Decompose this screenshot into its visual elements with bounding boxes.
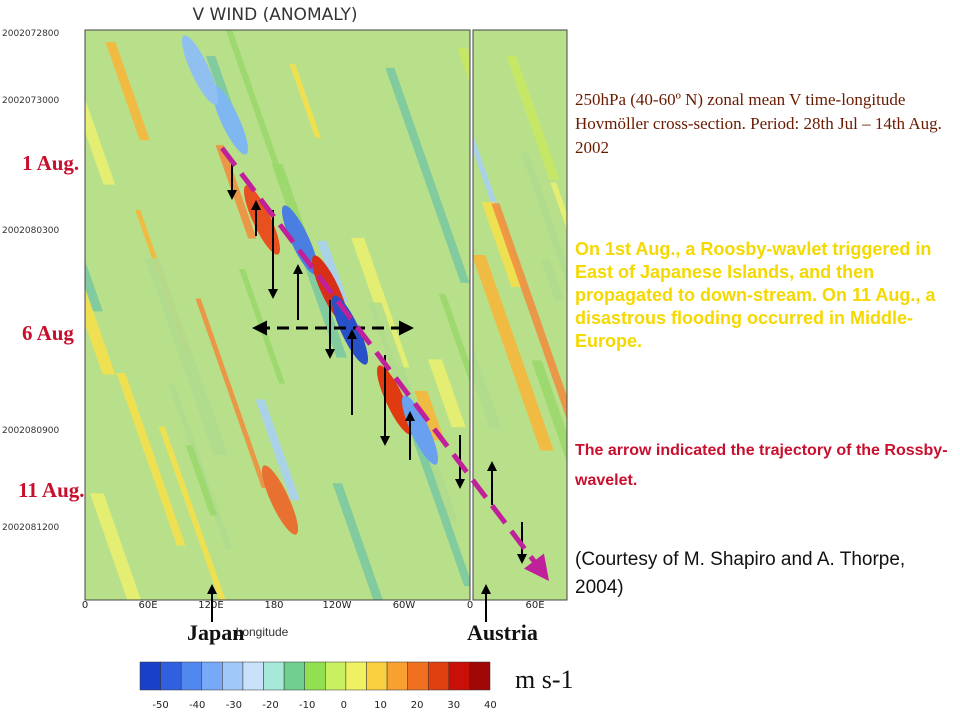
field-band xyxy=(550,182,567,230)
field-band xyxy=(85,287,116,375)
colorbar-label: 0 xyxy=(341,700,347,711)
field-band xyxy=(0,304,19,403)
date-label: 2002080300 xyxy=(2,226,60,236)
field-band xyxy=(414,390,445,441)
colorbar-cell xyxy=(180,661,203,691)
x-tick-label: 0 xyxy=(467,600,473,611)
description: 250hPa (40-60º N) zonal mean V time-long… xyxy=(575,90,942,157)
wind-arrows xyxy=(227,160,527,564)
day-label: 11 Aug. xyxy=(18,478,85,502)
colorbar-cell xyxy=(263,661,285,691)
field-band xyxy=(531,360,567,463)
field-band xyxy=(491,203,567,420)
field-band xyxy=(332,483,383,600)
field-blob xyxy=(281,205,319,275)
field-band xyxy=(158,426,226,600)
colorbar-cell xyxy=(242,661,264,691)
colorbar-cell xyxy=(448,661,470,691)
colorbar-cell xyxy=(160,661,182,691)
field-band xyxy=(167,383,233,550)
colorbar-label: -30 xyxy=(226,700,242,711)
field-blob xyxy=(181,35,219,105)
field-band xyxy=(255,399,300,501)
colorbar-cell xyxy=(139,661,161,691)
field-band xyxy=(185,445,218,516)
date-label: 2002073000 xyxy=(2,96,60,106)
note: The arrow indicated the trajectory of th… xyxy=(575,442,948,489)
colorbar-label: 30 xyxy=(447,700,460,711)
colorbar-cell xyxy=(222,661,244,691)
colorbar-cell xyxy=(427,661,450,691)
day-label: 6 Aug xyxy=(22,321,74,345)
colorbar-label: -10 xyxy=(299,700,315,711)
place-label: Japan xyxy=(187,620,244,645)
field-band xyxy=(225,30,286,183)
field-band xyxy=(105,42,150,141)
field-band xyxy=(116,372,186,546)
x-tick-label: 60E xyxy=(138,600,157,611)
axis-label: Longitude xyxy=(236,625,289,639)
colorbar-cell xyxy=(345,661,367,691)
event-text: On 1st Aug., a Roosby-wavlet triggered i… xyxy=(575,239,936,351)
field-band xyxy=(473,347,502,429)
field-band xyxy=(85,98,116,185)
date-label: 2002081200 xyxy=(2,523,60,533)
field-band xyxy=(540,259,565,300)
colorbar-cell xyxy=(201,661,223,691)
x-tick-label: 120W xyxy=(323,600,352,611)
colorbar-cell xyxy=(407,661,429,691)
field-blob xyxy=(261,465,299,535)
x-tick-label: 0 xyxy=(82,600,88,611)
date-label: 2002072800 xyxy=(2,29,60,39)
field-band xyxy=(400,405,470,587)
credit: (Courtesy of M. Shapiro and A. Thorpe, 2… xyxy=(575,549,906,598)
field-bg xyxy=(473,30,567,600)
date-label: 2002080900 xyxy=(2,426,60,436)
panel-frame xyxy=(472,29,568,601)
colorbar-cell xyxy=(304,661,326,691)
field-band xyxy=(385,67,470,283)
field-band xyxy=(19,356,53,420)
colorbar-label: -50 xyxy=(152,700,168,711)
x-tick-label: 180 xyxy=(264,600,283,611)
field-band xyxy=(316,240,349,303)
colorbar-label: 40 xyxy=(484,700,497,711)
field-blob xyxy=(211,85,249,155)
field-band xyxy=(427,359,466,428)
colorbar-label: -40 xyxy=(189,700,205,711)
unit: m s-1 xyxy=(515,665,574,694)
colorbar-label: -20 xyxy=(262,700,278,711)
trajectory-arrow xyxy=(220,146,550,581)
place-label: Austria xyxy=(467,620,538,645)
colorbar-cell xyxy=(386,661,408,691)
field-band xyxy=(195,298,267,489)
field-band xyxy=(145,258,228,456)
colorbar-cell xyxy=(469,661,491,691)
colorbar-label: 20 xyxy=(411,700,424,711)
field-band xyxy=(473,254,554,451)
colorbar-cell xyxy=(325,661,347,691)
day-label: 1 Aug. xyxy=(22,151,79,175)
field-band xyxy=(457,47,470,85)
field-band xyxy=(90,493,142,600)
field-band xyxy=(473,134,499,209)
colorbar-cell xyxy=(283,661,305,691)
colorbar-label: 10 xyxy=(374,700,387,711)
field-band xyxy=(85,260,103,312)
x-tick-label: 60E xyxy=(525,600,544,611)
field-band xyxy=(438,293,470,384)
field-band xyxy=(520,151,567,285)
contour-field xyxy=(0,30,470,600)
figure-title: V WIND (ANOMALY) xyxy=(193,5,358,25)
panel-frame xyxy=(84,29,471,601)
field-band xyxy=(506,56,560,180)
x-tick-label: 60W xyxy=(393,600,416,611)
contour-field xyxy=(473,30,567,600)
colorbar-cell xyxy=(366,661,388,691)
field-band xyxy=(289,64,321,138)
